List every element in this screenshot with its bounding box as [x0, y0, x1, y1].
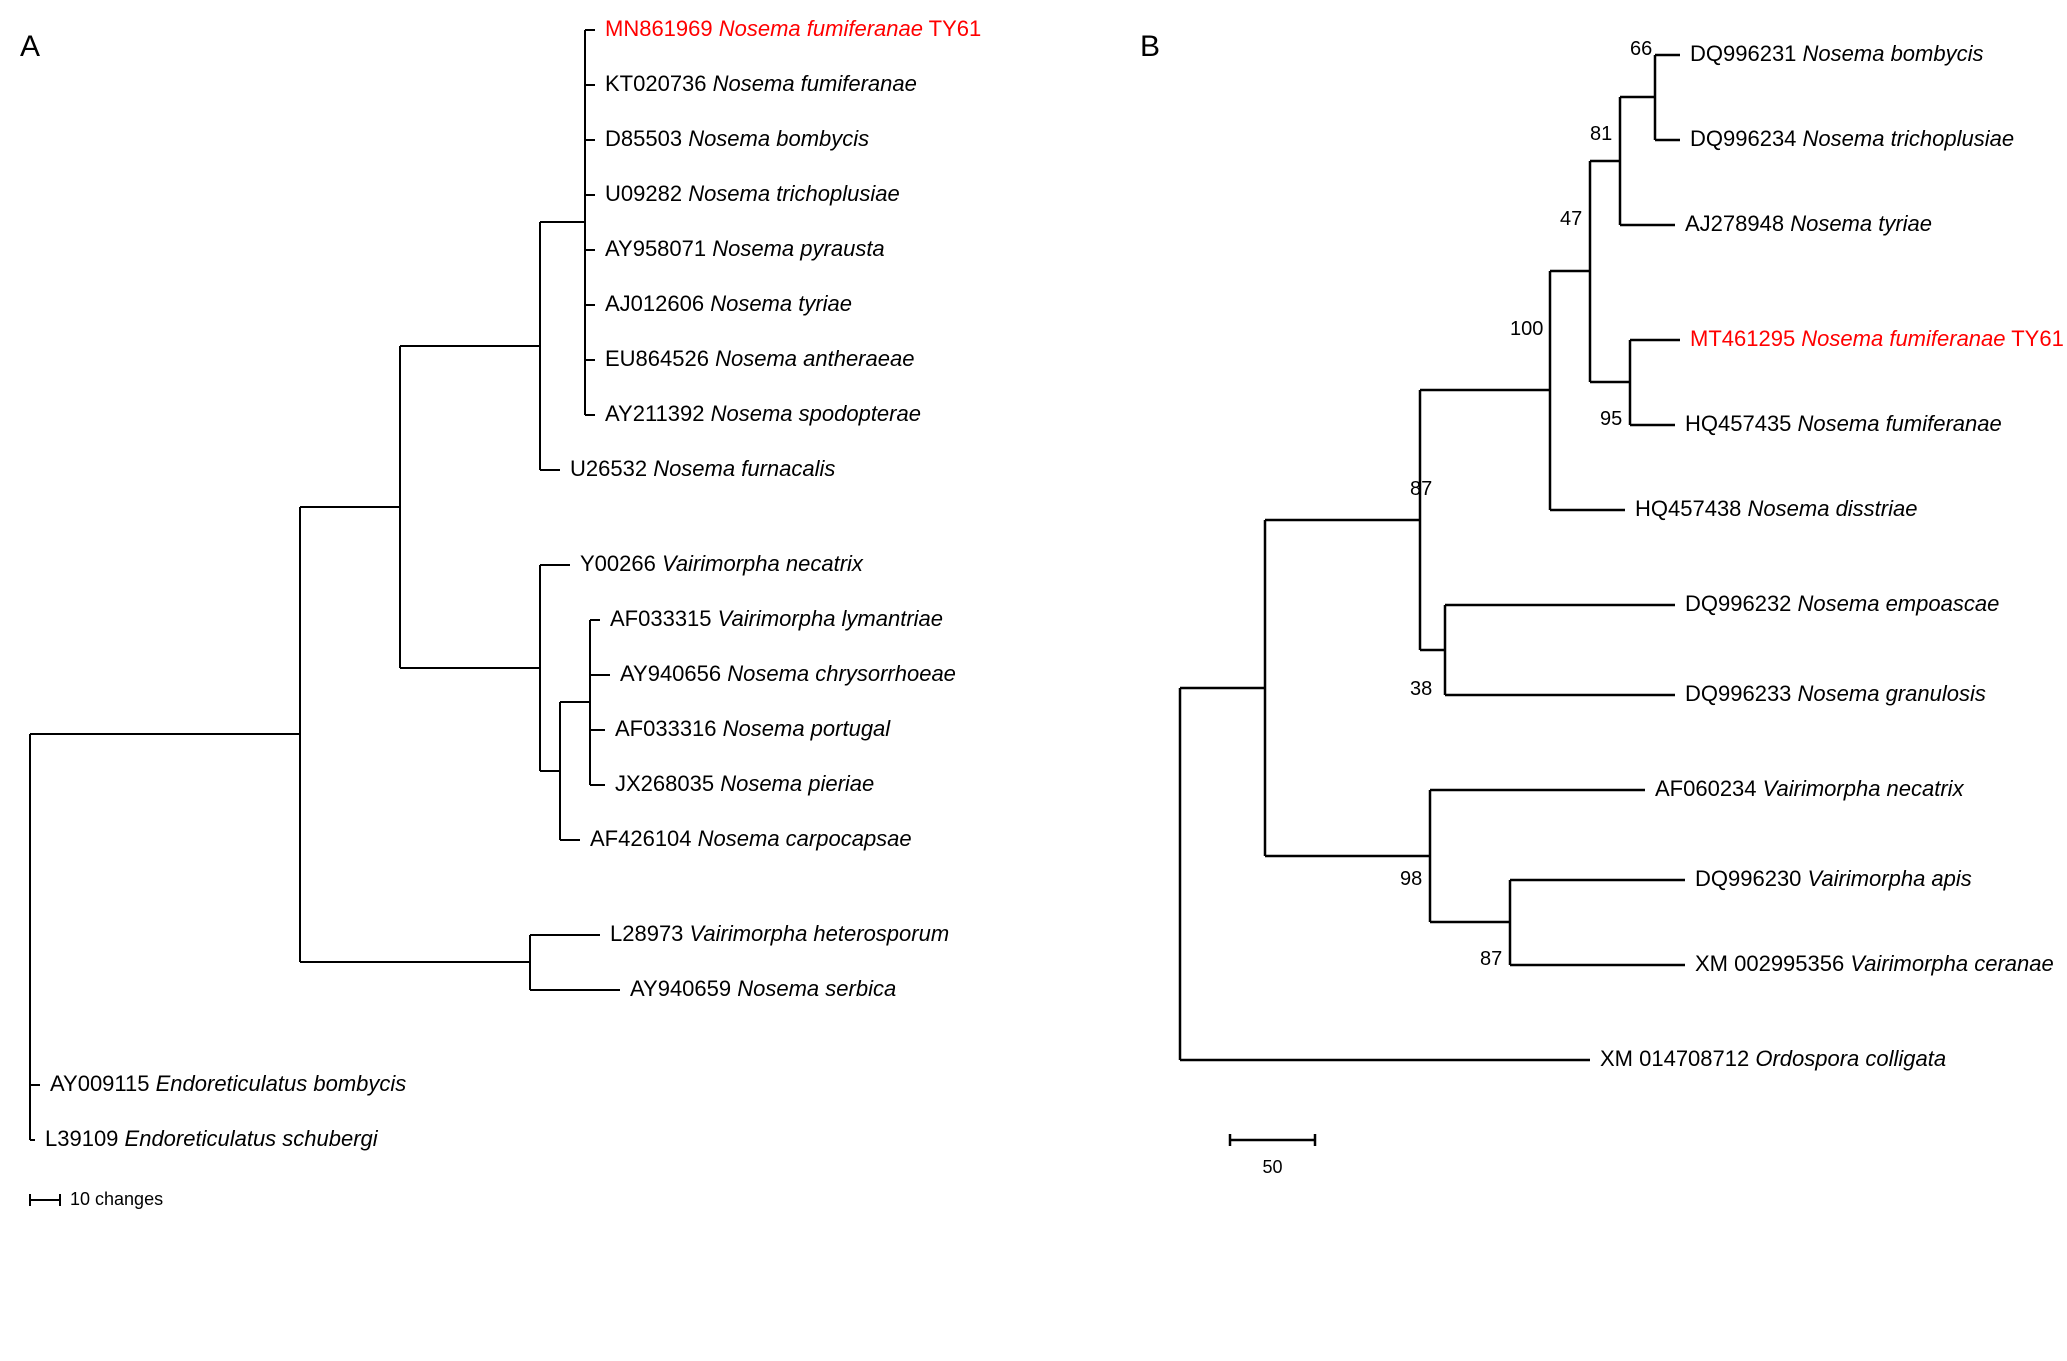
tree-b-svg: DQ996231 Nosema bombycis DQ996234 Nosema … — [1120, 0, 2067, 1361]
taxon-8: AF060234 Vairimorpha necatrix — [1655, 776, 1965, 801]
taxon-0: MN861969 Nosema fumiferanae TY61 — [605, 16, 981, 41]
bootstrap-5: 87 — [1410, 478, 1432, 500]
taxon-7: DQ996233 Nosema granulosis — [1685, 681, 1986, 706]
taxon-12: AF033316 Nosema portugal — [615, 716, 891, 741]
taxon-14: AF426104 Nosema carpocapsae — [590, 826, 912, 851]
taxon-9: DQ996230 Vairimorpha apis — [1695, 866, 1972, 891]
bootstrap-6: 38 — [1410, 678, 1432, 700]
scale-label: 50 — [1262, 1157, 1282, 1177]
taxon-11: XM 014708712 Ordospora colligata — [1600, 1046, 1946, 1071]
taxon-0: DQ996231 Nosema bombycis — [1690, 41, 1983, 66]
taxon-9: Y00266 Vairimorpha necatrix — [580, 551, 864, 576]
scale-label: 10 changes — [70, 1189, 163, 1209]
taxon-10: AF033315 Vairimorpha lymantriae — [610, 606, 943, 631]
taxon-4: AY958071 Nosema pyrausta — [605, 236, 885, 261]
taxon-3: MT461295 Nosema fumiferanae TY61 — [1690, 326, 2064, 351]
bootstrap-1: 81 — [1590, 123, 1612, 145]
bootstrap-3: 100 — [1510, 318, 1543, 340]
taxon-3: U09282 Nosema trichoplusiae — [605, 181, 900, 206]
bootstrap-8: 87 — [1480, 948, 1502, 970]
bootstrap-2: 47 — [1560, 208, 1582, 230]
taxon-16: AY940659 Nosema serbica — [630, 976, 896, 1001]
taxon-4: HQ457435 Nosema fumiferanae — [1685, 411, 2002, 436]
bootstrap-7: 98 — [1400, 868, 1422, 890]
taxon-10: XM 002995356 Vairimorpha ceranae — [1695, 951, 2054, 976]
taxon-1: DQ996234 Nosema trichoplusiae — [1690, 126, 2014, 151]
taxon-15: L28973 Vairimorpha heterosporum — [610, 921, 949, 946]
panel-b: B DQ996231 Nosema bombycisDQ996234 Nosem… — [1120, 0, 2067, 1361]
tree-a-svg: MN861969 Nosema fumiferanae TY61 KT020736… — [0, 0, 1120, 1361]
taxon-2: AJ278948 Nosema tyriae — [1685, 211, 1932, 236]
taxon-13: JX268035 Nosema pieriae — [615, 771, 874, 796]
taxon-18: L39109 Endoreticulatus schubergi — [45, 1126, 379, 1151]
taxon-7: AY211392 Nosema spodopterae — [605, 401, 921, 426]
taxon-6: EU864526 Nosema antheraeae — [605, 346, 914, 371]
taxon-17: AY009115 Endoreticulatus bombycis — [50, 1071, 406, 1096]
taxon-8: U26532 Nosema furnacalis — [570, 456, 835, 481]
panel-a: A MN861969 Nosema fumiferanae TY61KT0207… — [0, 0, 1120, 1361]
figure-container: A MN861969 Nosema fumiferanae TY61KT0207… — [0, 0, 2067, 1361]
taxon-1: KT020736 Nosema fumiferanae — [605, 71, 917, 96]
taxon-6: DQ996232 Nosema empoascae — [1685, 591, 1999, 616]
bootstrap-0: 66 — [1630, 38, 1652, 60]
bootstrap-4: 95 — [1600, 408, 1622, 430]
taxon-5: AJ012606 Nosema tyriae — [605, 291, 852, 316]
taxon-2: D85503 Nosema bombycis — [605, 126, 869, 151]
taxon-11: AY940656 Nosema chrysorrhoeae — [620, 661, 956, 686]
taxon-5: HQ457438 Nosema disstriae — [1635, 496, 1917, 521]
